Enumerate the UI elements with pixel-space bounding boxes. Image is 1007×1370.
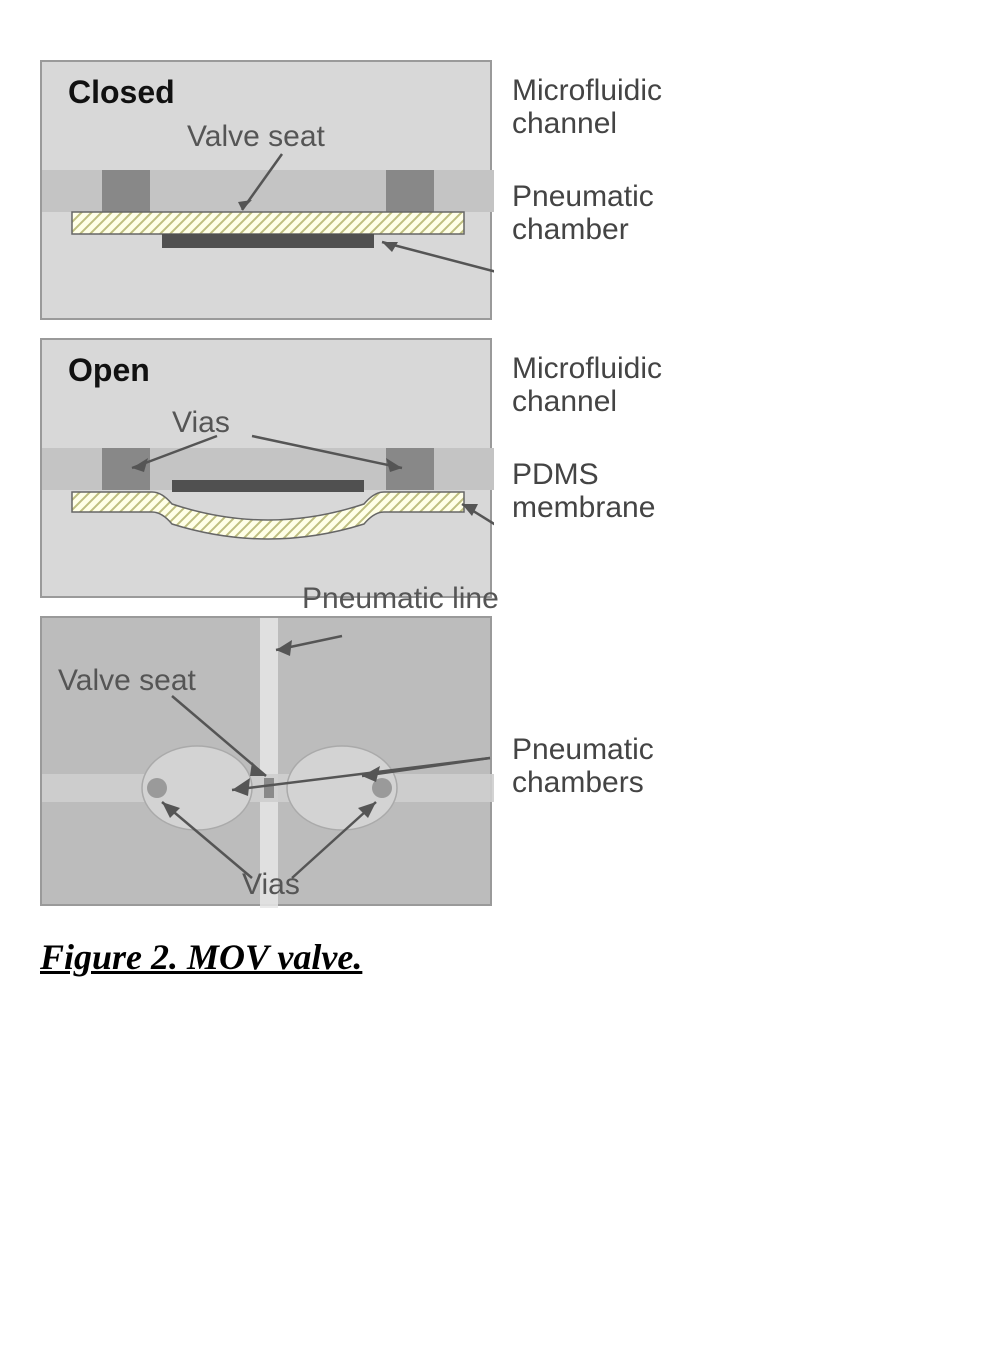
cross-section-closed — [42, 62, 494, 322]
text: channel — [512, 385, 617, 418]
text: Microfluidic — [512, 74, 662, 107]
bottom-valve-seat-label: Valve seat — [58, 664, 196, 698]
panel-open: Open Vias — [40, 338, 492, 598]
text: membrane — [512, 491, 655, 524]
side-label-pdms-membrane: PDMS membrane — [512, 458, 662, 524]
figure-caption: Figure 2. MOV valve. — [40, 936, 840, 978]
text: Microfluidic — [512, 352, 662, 385]
text: chamber — [512, 213, 629, 246]
text: chambers — [512, 766, 644, 799]
side-label-microfluidic-channel-2: Microfluidic channel — [512, 352, 662, 418]
top-view-illustration — [42, 618, 494, 908]
text: Pneumatic — [512, 180, 654, 213]
cross-section-open — [42, 340, 494, 600]
side-labels-open: Microfluidic channel PDMS membrane — [512, 338, 662, 598]
side-label-pneumatic-chamber: Pneumatic chamber — [512, 180, 662, 246]
figure: Closed Valve seat — [40, 60, 840, 978]
text: channel — [512, 107, 617, 140]
panel-row-bottom: Valve seat Pneumatic line Vias Pneumatic… — [40, 616, 840, 906]
side-label-pneumatic-chambers: Pneumatic chambers — [512, 733, 654, 799]
side-labels-bottom: Pneumatic chambers — [512, 616, 654, 906]
panel-row-closed: Closed Valve seat — [40, 60, 840, 320]
panel-bottom: Valve seat Pneumatic line Vias — [40, 616, 492, 906]
panel-row-open: Open Vias — [40, 338, 840, 598]
panel-closed: Closed Valve seat — [40, 60, 492, 320]
text: PDMS — [512, 458, 599, 491]
side-label-microfluidic-channel: Microfluidic channel — [512, 74, 662, 140]
side-labels-closed: Microfluidic channel Pneumatic chamber — [512, 60, 662, 320]
bottom-vias-label: Vias — [242, 868, 300, 902]
bottom-pneumatic-line-label: Pneumatic line — [302, 582, 499, 616]
text: Pneumatic — [512, 733, 654, 766]
